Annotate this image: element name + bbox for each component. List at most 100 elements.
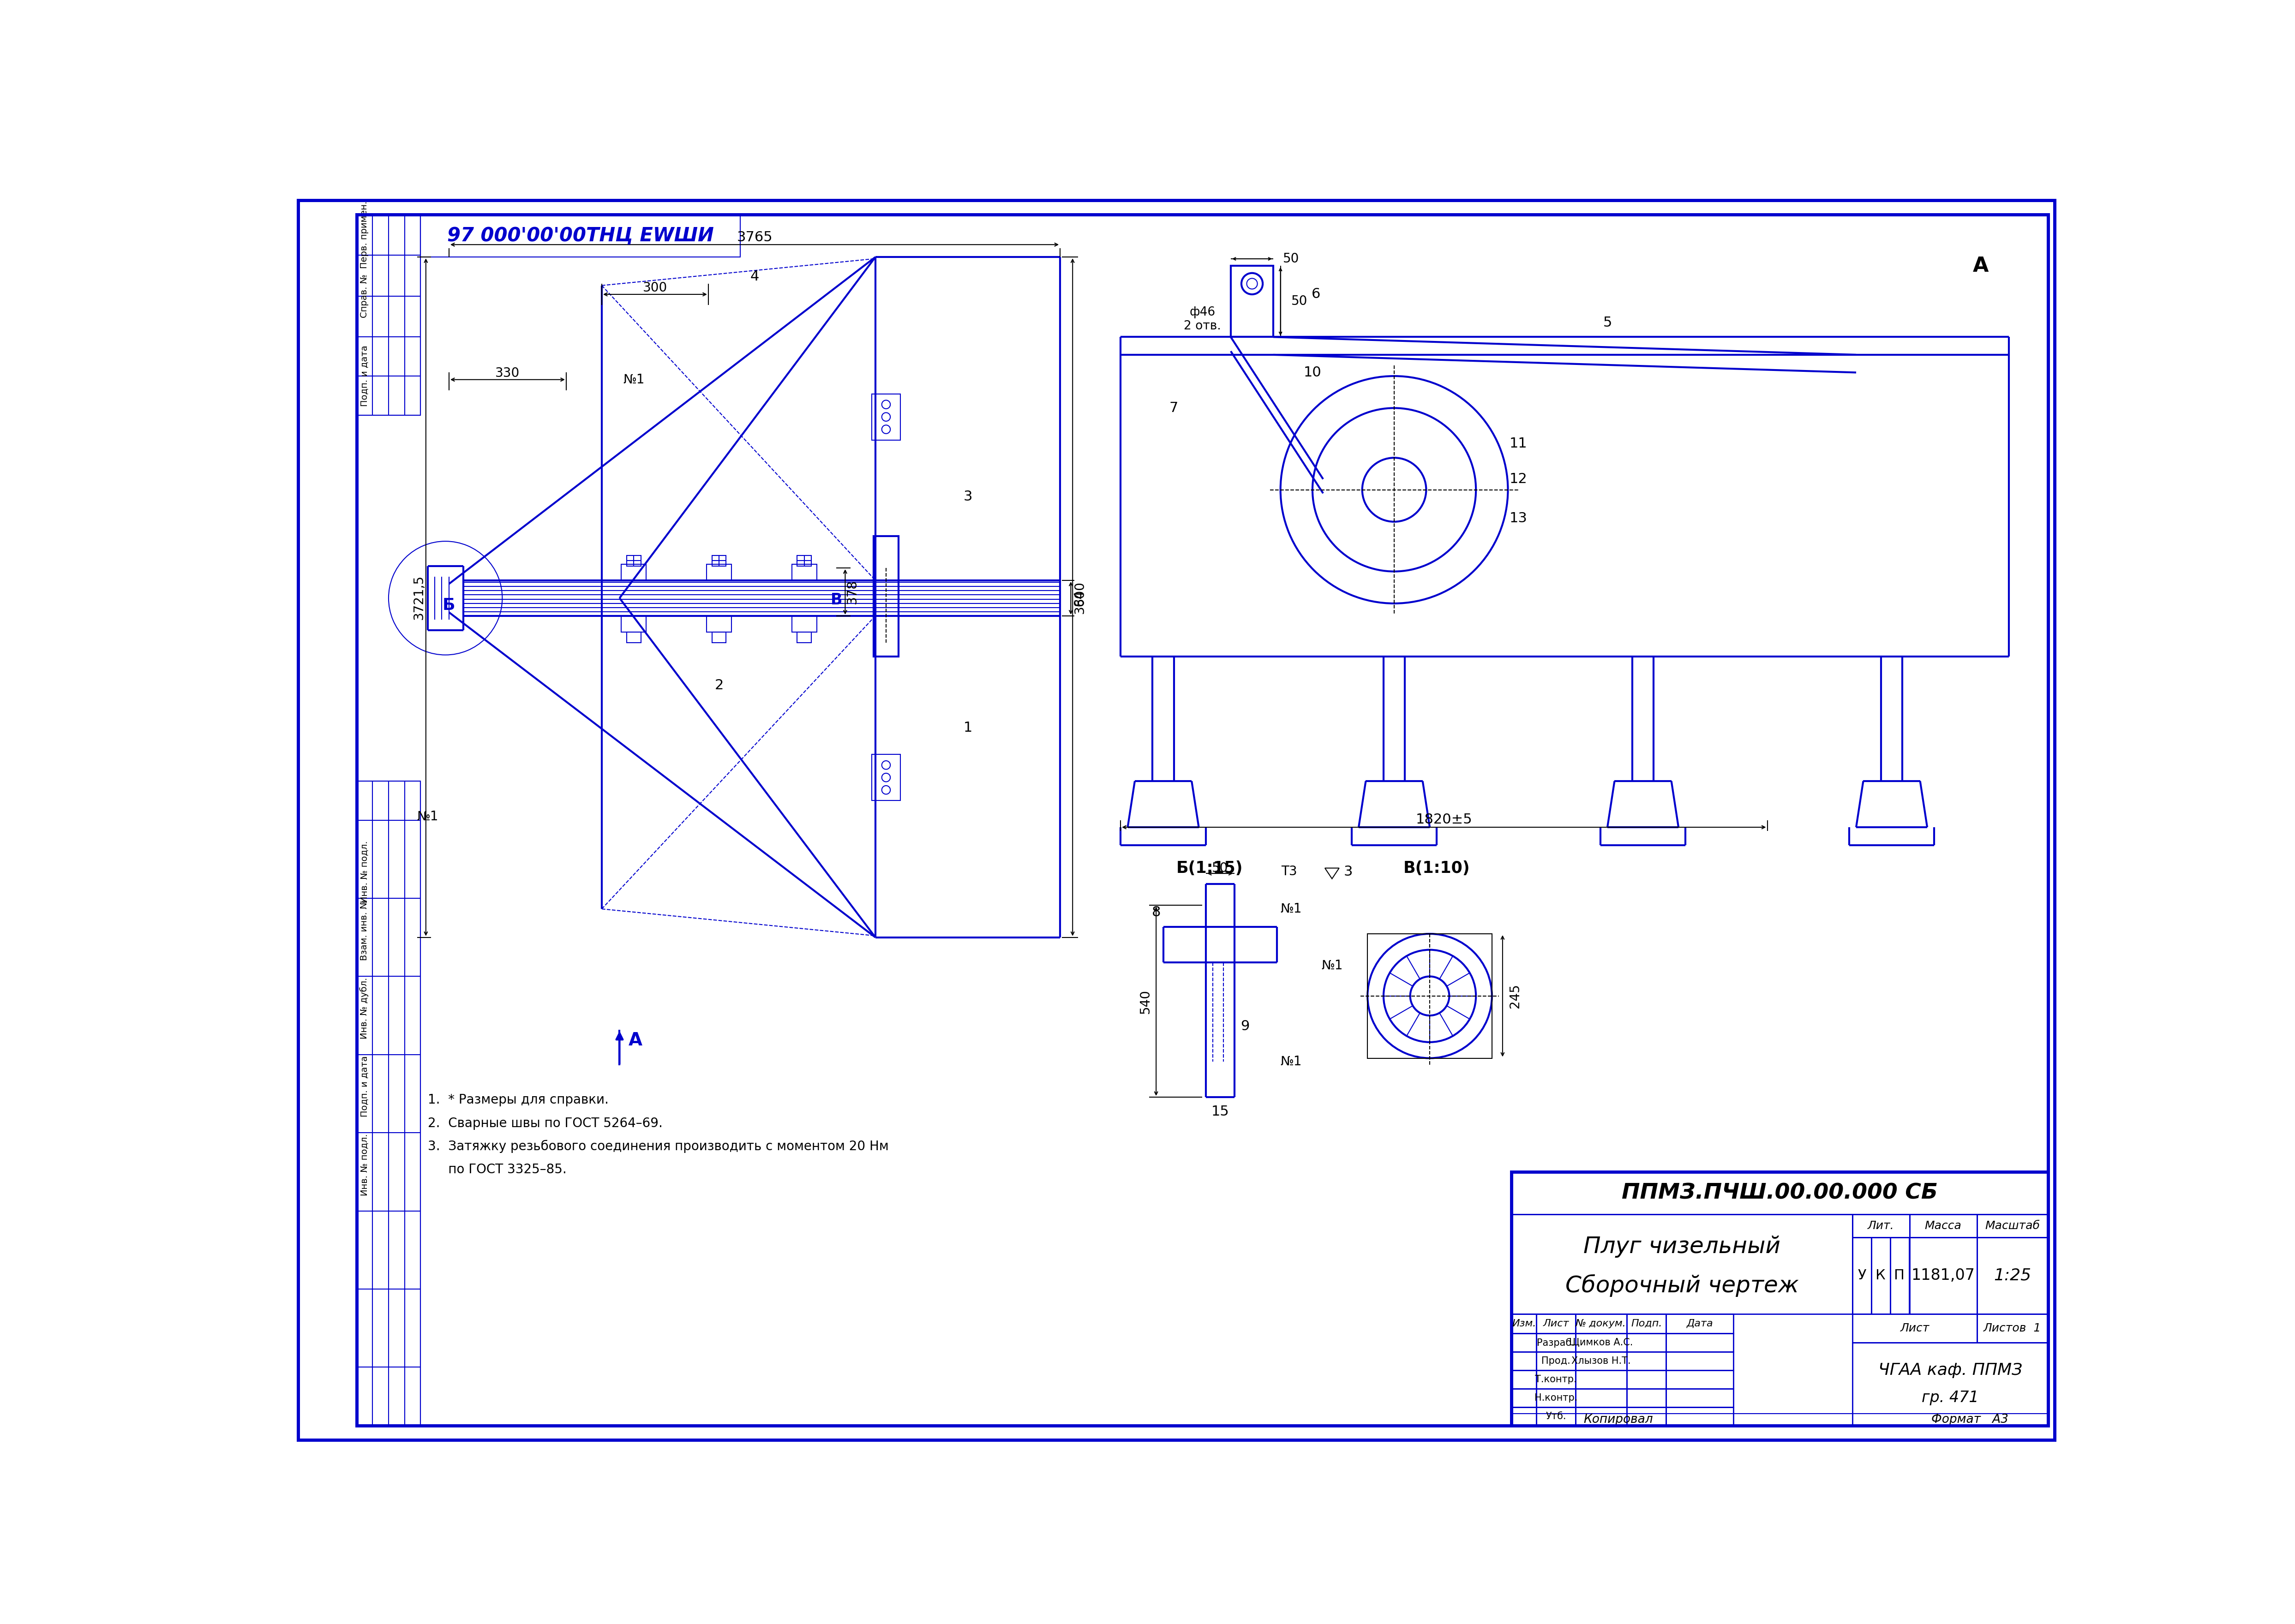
Bar [874, 536, 897, 656]
Text: Разраб.: Разраб. [1538, 1338, 1574, 1348]
Bar [1512, 1389, 1535, 1408]
Text: Сборочный чертеж: Сборочный чертеж [1565, 1275, 1799, 1298]
Text: № докум.: № докум. [1577, 1319, 1627, 1328]
Text: А: А [629, 1031, 643, 1049]
Bar [1512, 1408, 1535, 1426]
Text: Копировал: Копировал [1584, 1415, 1652, 1426]
Text: Формат   А3: Формат А3 [1932, 1415, 2008, 1426]
Bar [1627, 1371, 1666, 1389]
Text: Инв. № подл.: Инв. № подл. [360, 841, 369, 903]
Text: 540: 540 [1138, 989, 1152, 1013]
Text: 330: 330 [496, 367, 521, 380]
Text: ф46
2 отв.: ф46 2 отв. [1184, 307, 1221, 333]
Text: Щимков А.С.: Щимков А.С. [1570, 1338, 1634, 1348]
Bar [1368, 934, 1492, 1059]
Text: В: В [831, 593, 842, 607]
Text: Плуг чизельный: Плуг чизельный [1584, 1236, 1781, 1257]
Text: Б(1:15): Б(1:15) [1175, 861, 1244, 875]
Text: Инв. № подл.: Инв. № подл. [360, 1134, 369, 1195]
Text: №1: №1 [1322, 960, 1343, 973]
Bar [1666, 1408, 1733, 1426]
Bar [356, 781, 420, 1426]
Text: Утб.: Утб. [1545, 1411, 1565, 1421]
Bar [872, 755, 900, 801]
Text: Т.контр.: Т.контр. [1535, 1376, 1577, 1384]
Bar [1512, 1215, 1852, 1314]
Bar [1666, 1333, 1733, 1351]
Text: 5: 5 [1602, 317, 1611, 330]
Text: А: А [1974, 257, 1987, 276]
Text: 3: 3 [964, 490, 973, 503]
Bar [1512, 1351, 1535, 1371]
Text: 9: 9 [1242, 1020, 1248, 1033]
Bar [792, 615, 817, 632]
Text: 2.  Сварные швы по ГОСТ 5264–69.: 2. Сварные швы по ГОСТ 5264–69. [427, 1117, 663, 1130]
Text: 8: 8 [1152, 906, 1161, 919]
Text: гр. 471: гр. 471 [1921, 1390, 1978, 1405]
Text: по ГОСТ 3325–85.: по ГОСТ 3325–85. [427, 1163, 567, 1176]
Bar [1535, 1371, 1574, 1389]
Bar [1574, 1333, 1627, 1351]
Text: Изм.: Изм. [1512, 1319, 1535, 1328]
Text: 11: 11 [1510, 437, 1528, 450]
Text: 50: 50 [1283, 252, 1299, 265]
Text: 1: 1 [964, 721, 973, 734]
Bar [622, 565, 647, 580]
Bar [1666, 1314, 1733, 1333]
Text: У: У [1857, 1268, 1866, 1283]
Text: №1: №1 [1281, 1056, 1301, 1069]
Bar [1535, 1389, 1574, 1408]
Text: 245: 245 [1508, 984, 1522, 1009]
Text: 378: 378 [847, 580, 858, 604]
Bar [622, 615, 647, 632]
Bar [1852, 1314, 1976, 1343]
Text: Т3: Т3 [1281, 866, 1297, 879]
Bar [1574, 1314, 1627, 1333]
Bar [1535, 1314, 1574, 1333]
Bar [1512, 1314, 1535, 1333]
Text: 97 000'00'00ТНЦ ЕWШИ: 97 000'00'00ТНЦ ЕWШИ [448, 226, 714, 245]
Bar [1666, 1389, 1733, 1408]
Text: ЧГАА каф. ППМЗ: ЧГАА каф. ППМЗ [1877, 1363, 2022, 1377]
Bar [1909, 1237, 1976, 1314]
Bar [1976, 1314, 2047, 1343]
Bar [1976, 1237, 2047, 1314]
Text: 10: 10 [1304, 365, 1322, 378]
Bar [1976, 1215, 2047, 1237]
Bar [627, 555, 640, 567]
Text: Подп. и дата: Подп. и дата [360, 346, 369, 406]
Text: П: П [1893, 1268, 1905, 1283]
Text: 1181,07: 1181,07 [1912, 1268, 1976, 1283]
Bar [1535, 1351, 1574, 1371]
Text: Инв. № дубл.: Инв. № дубл. [360, 978, 369, 1039]
Text: Листов  1: Листов 1 [1983, 1322, 2040, 1333]
Bar [707, 565, 732, 580]
Text: №1: №1 [622, 374, 645, 387]
Bar [1535, 1408, 1574, 1426]
Bar [356, 214, 420, 416]
Bar [1852, 1215, 1909, 1237]
Bar [1909, 1215, 1976, 1237]
Text: Лист: Лист [1900, 1322, 1930, 1333]
Text: Подп. и дата: Подп. и дата [360, 1056, 369, 1117]
Text: 1:25: 1:25 [1994, 1268, 2031, 1283]
Text: 3721,5: 3721,5 [413, 575, 425, 620]
Text: Перв. примен.: Перв. примен. [360, 201, 369, 268]
Bar [792, 565, 817, 580]
Text: Масштаб: Масштаб [1985, 1220, 2040, 1231]
Text: 12: 12 [1510, 473, 1528, 486]
Bar [1666, 1351, 1733, 1371]
Bar [1627, 1333, 1666, 1351]
Text: 1820±5: 1820±5 [1416, 812, 1471, 827]
Bar [1627, 1389, 1666, 1408]
Bar [1574, 1389, 1627, 1408]
Bar [627, 632, 640, 643]
Text: 4: 4 [750, 270, 760, 283]
Text: Н.контр.: Н.контр. [1535, 1393, 1577, 1403]
Text: Дата: Дата [1687, 1319, 1712, 1328]
Bar [707, 615, 732, 632]
Text: Масса: Масса [1926, 1220, 1962, 1231]
Text: Прод.: Прод. [1542, 1356, 1570, 1366]
Bar [1574, 1408, 1627, 1426]
Bar [1512, 1173, 2047, 1426]
